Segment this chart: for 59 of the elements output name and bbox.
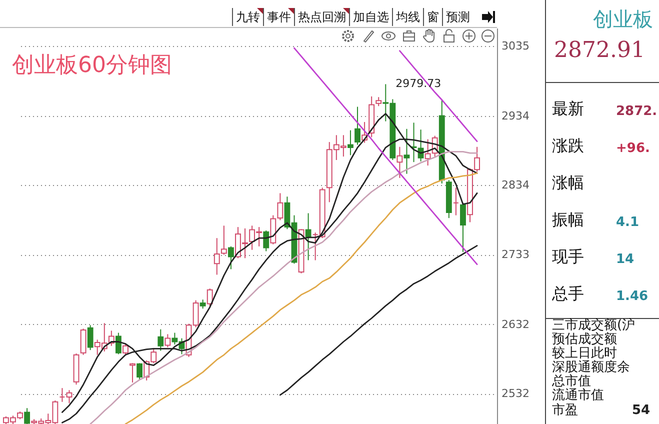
text: 窗 — [423, 8, 442, 26]
text: 事件 — [263, 8, 294, 26]
candlestick — [80, 328, 86, 356]
category-label: 涨幅 — [552, 173, 584, 192]
y-tick-label: 2834 — [502, 178, 530, 192]
text: 2872.91 — [554, 38, 645, 63]
candlestick — [305, 212, 312, 261]
text: 预测 — [442, 8, 473, 26]
candlestick — [404, 128, 410, 174]
category-label: 最新 — [552, 99, 584, 118]
candlestick — [263, 230, 270, 252]
line-series — [294, 47, 478, 266]
text: 加自选 — [349, 8, 392, 26]
text: 2872. — [616, 104, 658, 119]
candlestick — [87, 324, 94, 351]
y-tick-label: 2632 — [502, 318, 530, 331]
candlestick — [164, 334, 171, 348]
category-label: 预估成交额 — [552, 332, 617, 347]
candlestick — [354, 106, 360, 146]
category-label: 深股通额度余 — [552, 360, 630, 375]
text: 4.1 — [616, 215, 640, 230]
text: 均线 — [392, 8, 423, 26]
text: 热点回溯 — [294, 8, 349, 26]
category-label: 市盈 — [552, 403, 578, 418]
candlestick — [66, 390, 72, 404]
category-label: 涨跌 — [552, 136, 584, 155]
category-label: 总手 — [552, 284, 584, 303]
text: 九转 — [232, 8, 263, 26]
line-series — [124, 172, 478, 424]
text: 1.46 — [616, 289, 648, 304]
category-label: 三市成交额(沪 — [552, 318, 636, 333]
candlestick — [136, 362, 143, 380]
category-label: 现手 — [552, 247, 584, 266]
line-series — [279, 244, 478, 396]
candlestick — [206, 288, 213, 306]
candlestick — [424, 138, 431, 166]
y-tick-label: 2934 — [502, 109, 530, 122]
candlestick — [59, 388, 66, 402]
text: +96. — [616, 141, 650, 156]
candlestick — [460, 202, 466, 252]
text: 14 — [616, 252, 634, 267]
candlestick — [452, 187, 459, 216]
candlestick — [348, 130, 354, 156]
category-label: 总市值 — [552, 374, 591, 389]
candlestick — [158, 328, 164, 352]
candlestick — [396, 146, 403, 178]
y-tick-label: 2532 — [502, 387, 530, 400]
y-tick-label: 2733 — [502, 248, 530, 262]
category-label: 流通市值 — [552, 388, 604, 403]
candlestick — [130, 362, 136, 384]
category-label: 较上日此时 — [552, 346, 617, 361]
text: 创业板 — [592, 6, 654, 33]
y-tick-label: 3035 — [502, 39, 530, 52]
text: 54 — [632, 403, 650, 418]
text: 创业板60分钟图 — [12, 52, 172, 80]
candlestick — [228, 246, 234, 270]
candlestick — [115, 332, 122, 355]
candlestick — [24, 408, 30, 424]
category-label: 振幅 — [552, 210, 584, 229]
